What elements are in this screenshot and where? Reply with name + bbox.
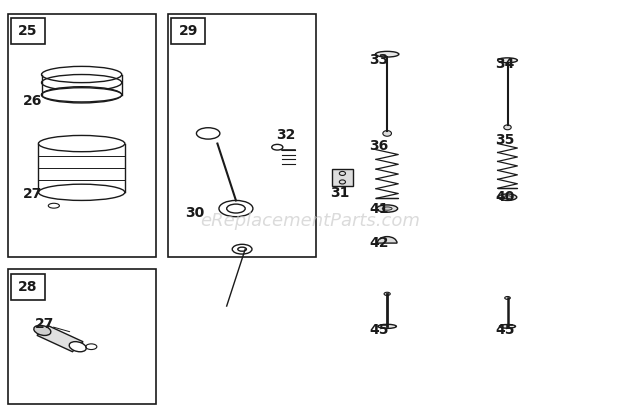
Text: 45: 45 — [370, 324, 389, 337]
Text: eReplacementParts.com: eReplacementParts.com — [200, 212, 420, 230]
Ellipse shape — [38, 184, 125, 200]
Wedge shape — [378, 236, 397, 243]
Circle shape — [383, 130, 391, 136]
Ellipse shape — [378, 324, 396, 328]
Ellipse shape — [38, 135, 125, 152]
Ellipse shape — [34, 325, 51, 335]
Text: 30: 30 — [185, 206, 204, 220]
Ellipse shape — [69, 342, 86, 352]
Ellipse shape — [498, 194, 516, 200]
Ellipse shape — [376, 52, 399, 57]
Circle shape — [504, 125, 511, 130]
Ellipse shape — [505, 297, 510, 299]
Text: 27: 27 — [23, 187, 42, 201]
Ellipse shape — [42, 88, 122, 102]
Bar — [11, 18, 45, 44]
Text: 29: 29 — [179, 24, 198, 38]
Text: 42: 42 — [370, 236, 389, 250]
Text: 40: 40 — [495, 190, 515, 204]
Bar — [171, 18, 205, 44]
Ellipse shape — [272, 144, 283, 150]
Bar — [7, 13, 156, 257]
Ellipse shape — [498, 58, 517, 63]
Text: 25: 25 — [18, 24, 37, 38]
Text: 27: 27 — [35, 317, 55, 331]
Ellipse shape — [232, 244, 252, 254]
Polygon shape — [37, 326, 83, 352]
Bar — [11, 274, 45, 300]
Text: 26: 26 — [23, 94, 42, 108]
Text: 35: 35 — [495, 133, 515, 146]
Text: 36: 36 — [370, 139, 389, 153]
Text: 41: 41 — [370, 202, 389, 216]
Bar — [7, 270, 156, 404]
Text: 32: 32 — [276, 128, 295, 142]
Text: 33: 33 — [370, 53, 389, 67]
Ellipse shape — [384, 292, 390, 295]
Text: 34: 34 — [495, 57, 515, 71]
Ellipse shape — [503, 196, 512, 199]
Text: 45: 45 — [495, 324, 515, 337]
Text: 28: 28 — [18, 280, 37, 294]
Bar — [168, 13, 316, 257]
Text: 31: 31 — [330, 186, 350, 200]
Ellipse shape — [377, 205, 397, 212]
Bar — [332, 169, 353, 186]
Ellipse shape — [382, 207, 392, 210]
Ellipse shape — [500, 324, 516, 328]
